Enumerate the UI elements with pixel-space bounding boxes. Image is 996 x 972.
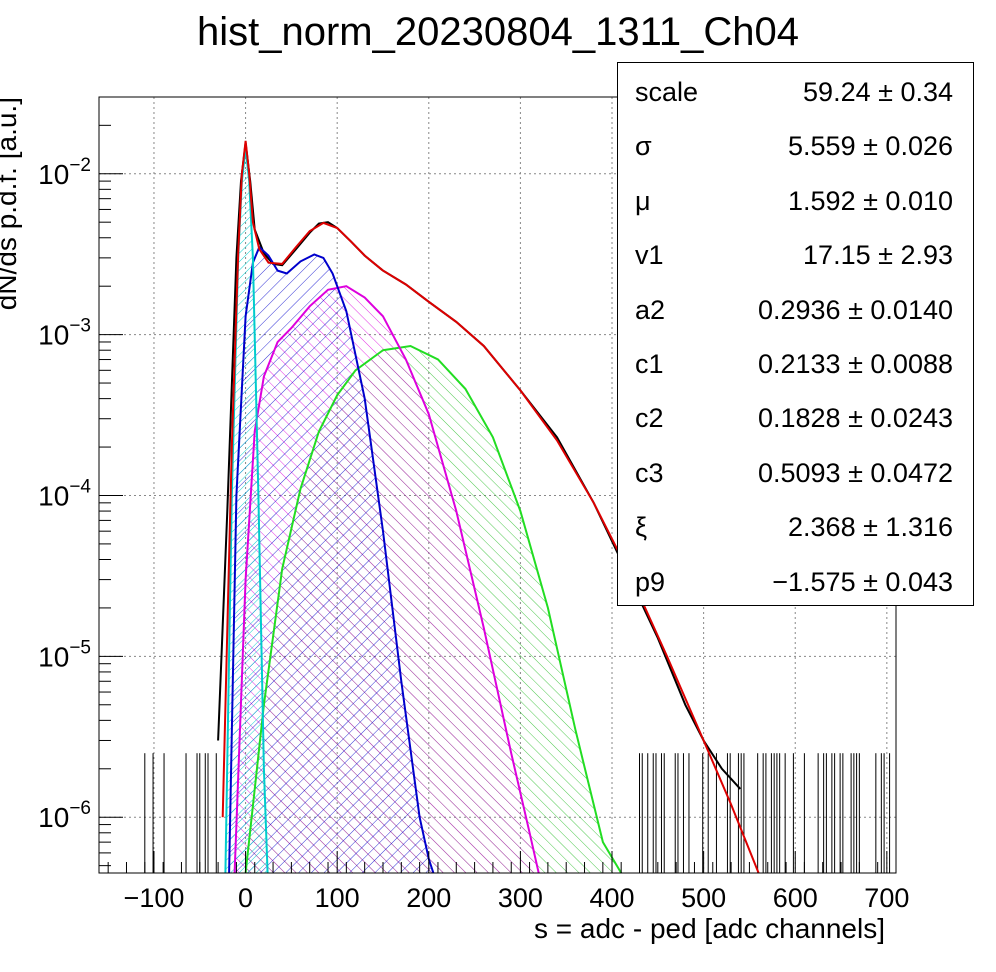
stat-row: c3 0.5093 ± 0.0472	[618, 444, 973, 498]
stat-value: 1.592 ± 0.010	[788, 186, 953, 217]
stat-name: c1	[635, 349, 664, 379]
stat-value: 0.1828 ± 0.0243	[758, 403, 953, 434]
x-tick-label: 400	[589, 883, 634, 913]
stat-value: 17.15 ± 2.93	[803, 240, 953, 271]
stat-value-number: 2.368	[788, 512, 856, 543]
stat-name: scale	[635, 77, 699, 107]
stat-value: 59.24 ± 0.34	[803, 77, 953, 108]
stat-row: c2 0.1828 ± 0.0243	[618, 389, 973, 443]
stat-name: c3	[635, 457, 664, 488]
plus-minus-sign: ±	[855, 185, 886, 216]
plus-minus-sign: ±	[840, 457, 871, 488]
stat-row: μ 1.592 ± 0.010	[618, 172, 973, 226]
stat-error: 2.93	[900, 240, 953, 271]
plus-minus-sign: ±	[855, 131, 886, 162]
stat-error: 0.0140	[870, 294, 953, 325]
series-3-p-e-component	[244, 344, 623, 873]
x-tick-label: 200	[406, 883, 451, 913]
x-axis-label: s = adc - ped [adc channels]	[534, 913, 885, 944]
x-tick-label: −100	[124, 883, 185, 913]
stat-value-number: 0.5093	[757, 457, 841, 488]
series-total-fit	[221, 140, 760, 873]
stat-value: 0.5093 ± 0.0472	[758, 458, 953, 489]
y-tick-label: 10−5	[38, 637, 91, 672]
x-tick-label: 500	[681, 883, 726, 913]
y-tick-label: 10−3	[38, 316, 91, 351]
chart-title: hist_norm_20230804_1311_Ch04	[197, 10, 799, 54]
stat-name: μ	[635, 185, 651, 216]
plus-minus-sign: ±	[870, 240, 901, 271]
stat-name: c2	[635, 403, 664, 434]
y-tick-label: 10−2	[38, 155, 91, 190]
stat-value-number: −1.575	[772, 566, 856, 597]
stat-value-number: 17.15	[803, 240, 871, 271]
component-fill	[229, 247, 434, 873]
stat-value: 5.559 ± 0.026	[788, 131, 953, 162]
stat-name: σ	[635, 131, 652, 162]
stats-box: scale 59.24 ± 0.34 σ 5.559 ± 0.026 μ 1.592 ± …	[617, 62, 974, 606]
plus-minus-sign: ±	[840, 403, 871, 434]
axes: −100 0 100 200 300 400 500 600 700 10−6 10−5 10−4 10…	[38, 96, 909, 913]
stat-row: scale 59.24 ± 0.34	[618, 63, 973, 117]
stat-error: 0.0472	[870, 457, 953, 488]
stat-error: 1.316	[885, 512, 953, 543]
stat-row: c1 0.2133 ± 0.0088	[618, 335, 973, 389]
stat-error: 0.34	[900, 77, 953, 107]
stat-name: v1	[635, 240, 664, 271]
stat-error: 0.010	[885, 185, 953, 216]
y-tick-label: 10−4	[38, 476, 91, 511]
x-tick-label: 600	[773, 883, 818, 913]
stat-value-number: 5.559	[788, 131, 856, 162]
stat-value: 0.2133 ± 0.0088	[758, 349, 953, 380]
plus-minus-sign: ±	[855, 512, 886, 543]
component-fills	[225, 147, 622, 873]
stat-row: v1 17.15 ± 2.93	[618, 226, 973, 280]
stat-error: 0.043	[885, 566, 953, 597]
stat-value-number: 0.2133	[757, 349, 841, 379]
stat-value-number: 0.1828	[757, 403, 841, 434]
series-2-p-e-component	[233, 285, 540, 873]
plus-minus-sign: ±	[870, 77, 901, 107]
component-fill	[225, 147, 268, 873]
plus-minus-sign: ±	[840, 349, 871, 379]
stat-value-number: 59.24	[803, 77, 871, 107]
stat-value-number: 1.592	[788, 185, 856, 216]
stat-row: σ 5.559 ± 0.026	[618, 117, 973, 171]
stat-row: ξ 2.368 ± 1.316	[618, 498, 973, 552]
x-tick-label: 300	[498, 883, 543, 913]
stat-value: 2.368 ± 1.316	[788, 512, 953, 543]
x-tick-label: 700	[864, 883, 909, 913]
x-tick-label: 0	[238, 883, 253, 913]
y-axis-label: dN/ds p.d.f. [a.u.]	[0, 97, 22, 310]
stat-name: ξ	[635, 512, 648, 543]
plus-minus-sign: ±	[840, 294, 871, 325]
stat-value: −1.575 ± 0.043	[772, 567, 953, 598]
stat-error: 0.0243	[870, 403, 953, 434]
stat-name: a2	[635, 294, 666, 325]
y-tick-label: 10−6	[38, 798, 91, 833]
plus-minus-sign: ±	[855, 566, 886, 597]
stat-error: 0.026	[885, 131, 953, 162]
x-tick-label: 100	[315, 883, 360, 913]
stat-row: a2 0.2936 ± 0.0140	[618, 281, 973, 335]
stat-error: 0.0088	[870, 349, 953, 379]
stat-value: 0.2936 ± 0.0140	[758, 295, 953, 326]
stat-name: p9	[635, 566, 666, 597]
stat-value-number: 0.2936	[757, 294, 841, 325]
stat-row: p9 −1.575 ± 0.043	[618, 553, 973, 607]
